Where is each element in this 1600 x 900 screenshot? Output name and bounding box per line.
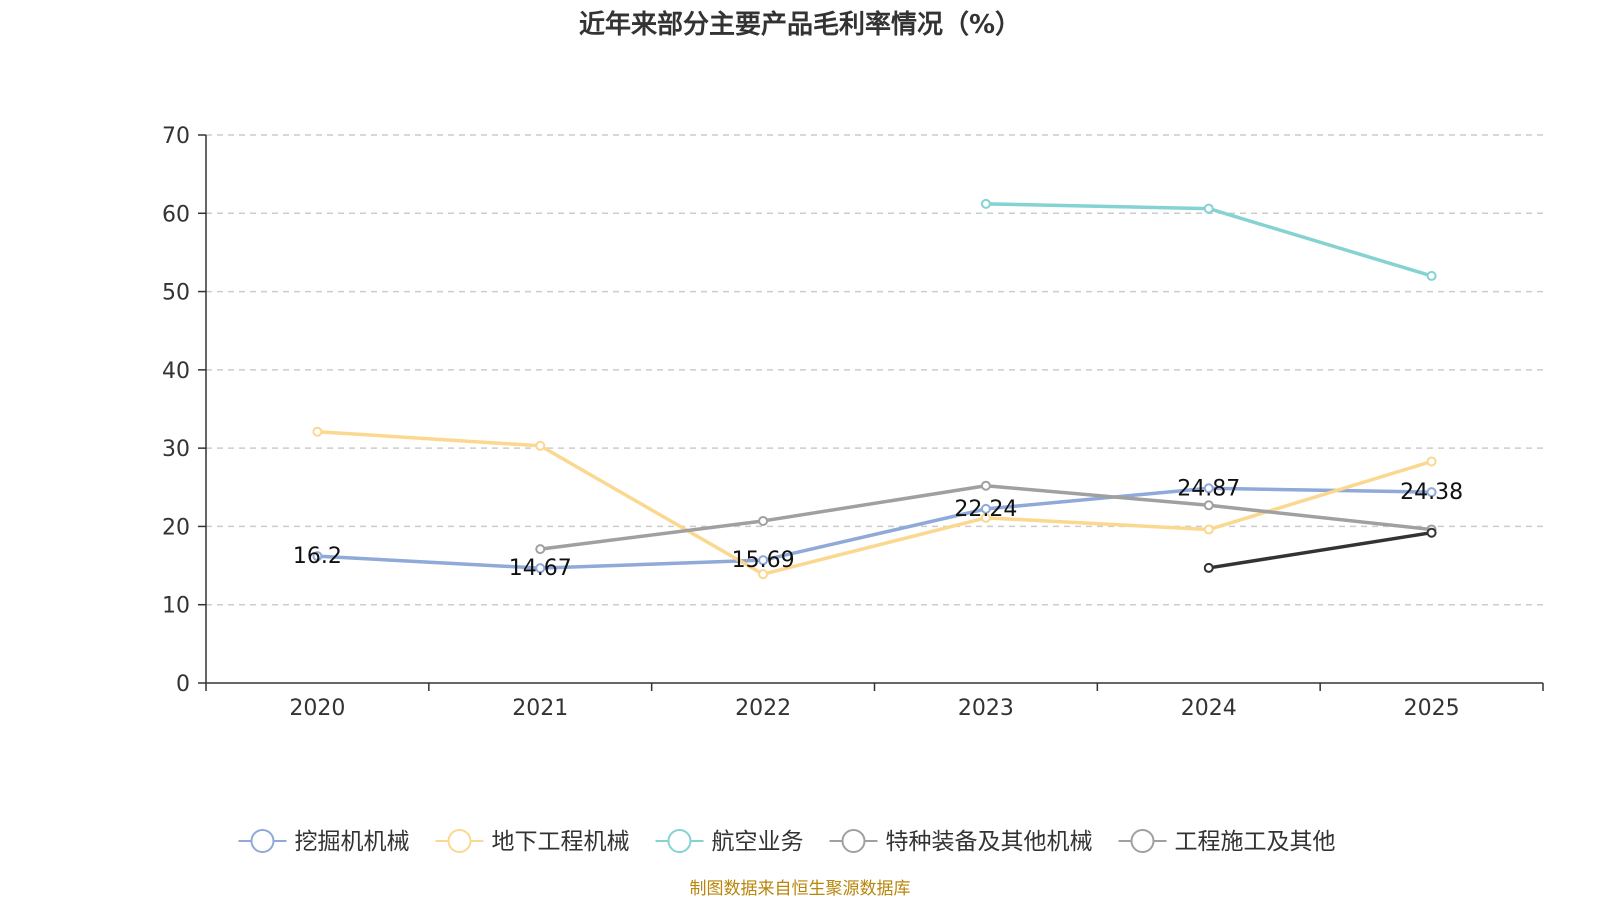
legend-label: 特种装备及其他机械 bbox=[886, 829, 1093, 855]
data-point bbox=[758, 515, 769, 526]
legend-item-3[interactable]: 航空业务 bbox=[655, 829, 804, 855]
grid-lines bbox=[206, 134, 1543, 606]
legend-label: 航空业务 bbox=[712, 829, 804, 855]
legend-item-5[interactable]: 工程施工及其他 bbox=[1118, 829, 1336, 855]
series-line-5 bbox=[1208, 530, 1432, 570]
data-point bbox=[758, 569, 769, 580]
legend-item-2[interactable]: 地下工程机械 bbox=[435, 829, 630, 855]
chart-title: 近年来部分主要产品毛利率情况（%） bbox=[579, 9, 1021, 40]
legend-label: 地下工程机械 bbox=[492, 829, 630, 855]
data-point bbox=[1426, 487, 1437, 498]
data-label: 15.69 bbox=[732, 548, 795, 573]
y-tick-label: 70 bbox=[162, 124, 190, 149]
series-line-3 bbox=[985, 202, 1433, 278]
data-point bbox=[980, 480, 991, 491]
x-tick-label: 2024 bbox=[1181, 696, 1237, 721]
data-label: 14.67 bbox=[509, 556, 572, 581]
series-lines bbox=[312, 198, 1437, 580]
data-point bbox=[1426, 456, 1437, 467]
data-point bbox=[1203, 562, 1214, 573]
legend-item-1[interactable]: 挖掘机机械 bbox=[238, 829, 410, 855]
source-note: 制图数据来自恒生聚源数据库 bbox=[690, 879, 911, 899]
legend-marker-icon bbox=[250, 829, 275, 853]
legend-label: 工程施工及其他 bbox=[1175, 829, 1336, 855]
legend-marker-icon bbox=[1130, 829, 1155, 853]
legend-marker-icon bbox=[667, 829, 692, 853]
y-tick-label: 40 bbox=[162, 359, 190, 384]
data-label: 22.24 bbox=[954, 497, 1017, 522]
data-point bbox=[1426, 527, 1437, 538]
y-tick-label: 20 bbox=[162, 515, 190, 540]
y-tick-label: 10 bbox=[162, 594, 190, 619]
data-point bbox=[758, 555, 769, 566]
data-label: 16.2 bbox=[293, 544, 342, 569]
data-point bbox=[535, 563, 546, 574]
data-point bbox=[980, 512, 991, 523]
data-point bbox=[980, 198, 991, 209]
legend-label: 挖掘机机械 bbox=[295, 829, 410, 855]
x-tick-label: 2020 bbox=[289, 696, 345, 721]
y-tick-label: 0 bbox=[176, 672, 190, 697]
x-tick-label: 2023 bbox=[958, 696, 1014, 721]
y-tick-label: 30 bbox=[162, 437, 190, 462]
y-tick-label: 60 bbox=[162, 202, 190, 227]
data-label: 24.87 bbox=[1177, 476, 1240, 501]
x-tick-label: 2021 bbox=[512, 696, 568, 721]
data-label: 24.38 bbox=[1400, 480, 1463, 505]
x-tick-label: 2022 bbox=[735, 696, 791, 721]
data-point bbox=[1203, 500, 1214, 511]
y-tick-label: 50 bbox=[162, 281, 190, 306]
legend-marker-icon bbox=[447, 829, 472, 853]
data-labels: 16.2 14.67 15.69 22.24 24.87 24.38 bbox=[293, 476, 1463, 581]
legend-item-4[interactable]: 特种装备及其他机械 bbox=[829, 829, 1093, 855]
data-point bbox=[1203, 203, 1214, 214]
data-point bbox=[1426, 270, 1437, 281]
data-point bbox=[312, 426, 323, 437]
legend[interactable]: 挖掘机机械 地下工程机械 航空业务 特种装备及其他机械 工程施工及其他 bbox=[238, 829, 1336, 855]
legend-marker-icon bbox=[841, 829, 866, 853]
data-point bbox=[1203, 524, 1214, 535]
series-line-2 bbox=[317, 429, 1433, 576]
data-point bbox=[312, 551, 323, 562]
data-point bbox=[535, 440, 546, 451]
axes: 0 10 20 30 40 50 60 70 2020 2021 2022 2023 2024 2025 bbox=[162, 124, 1544, 721]
x-tick-label: 2025 bbox=[1404, 696, 1460, 721]
data-point bbox=[535, 544, 546, 555]
series-line-1 bbox=[317, 486, 1432, 570]
data-point bbox=[1203, 483, 1214, 494]
